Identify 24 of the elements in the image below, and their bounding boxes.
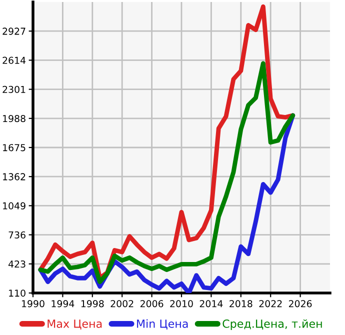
x-tick-label: 2006: [140, 300, 164, 308]
line-series: [38, 61, 296, 284]
x-tick-label: 1990: [22, 300, 44, 308]
y-tick-label: 1988: [3, 114, 26, 122]
y-tick-label: 2301: [2, 86, 26, 94]
x-tick-label: 2010: [170, 300, 193, 308]
x-tick-label: 2022: [259, 300, 282, 308]
y-tick-label: 2614: [2, 56, 26, 64]
y-tick-label: 2927: [2, 28, 26, 35]
legend-label: Min Цена: [137, 319, 188, 330]
y-tick-label: 423: [8, 260, 26, 268]
legend-label: Max Цена: [48, 320, 102, 330]
y-tick-label: 110: [9, 290, 26, 297]
x-tick-label: 2026: [288, 300, 312, 308]
x-tick-label: 1998: [81, 300, 104, 308]
y-tick-label: 1362: [3, 173, 26, 180]
x-tick-label: 2014: [200, 300, 223, 308]
legend-label: Сред.Цена, т.йен: [222, 319, 322, 330]
x-tick-label: 2002: [110, 300, 134, 308]
x-tick-label: 1994: [52, 300, 74, 308]
y-tick-label: 1675: [3, 144, 26, 152]
y-tick-label: 1049: [3, 202, 26, 210]
x-tick-label: 2018: [230, 300, 252, 308]
y-tick-label: 736: [8, 231, 26, 239]
